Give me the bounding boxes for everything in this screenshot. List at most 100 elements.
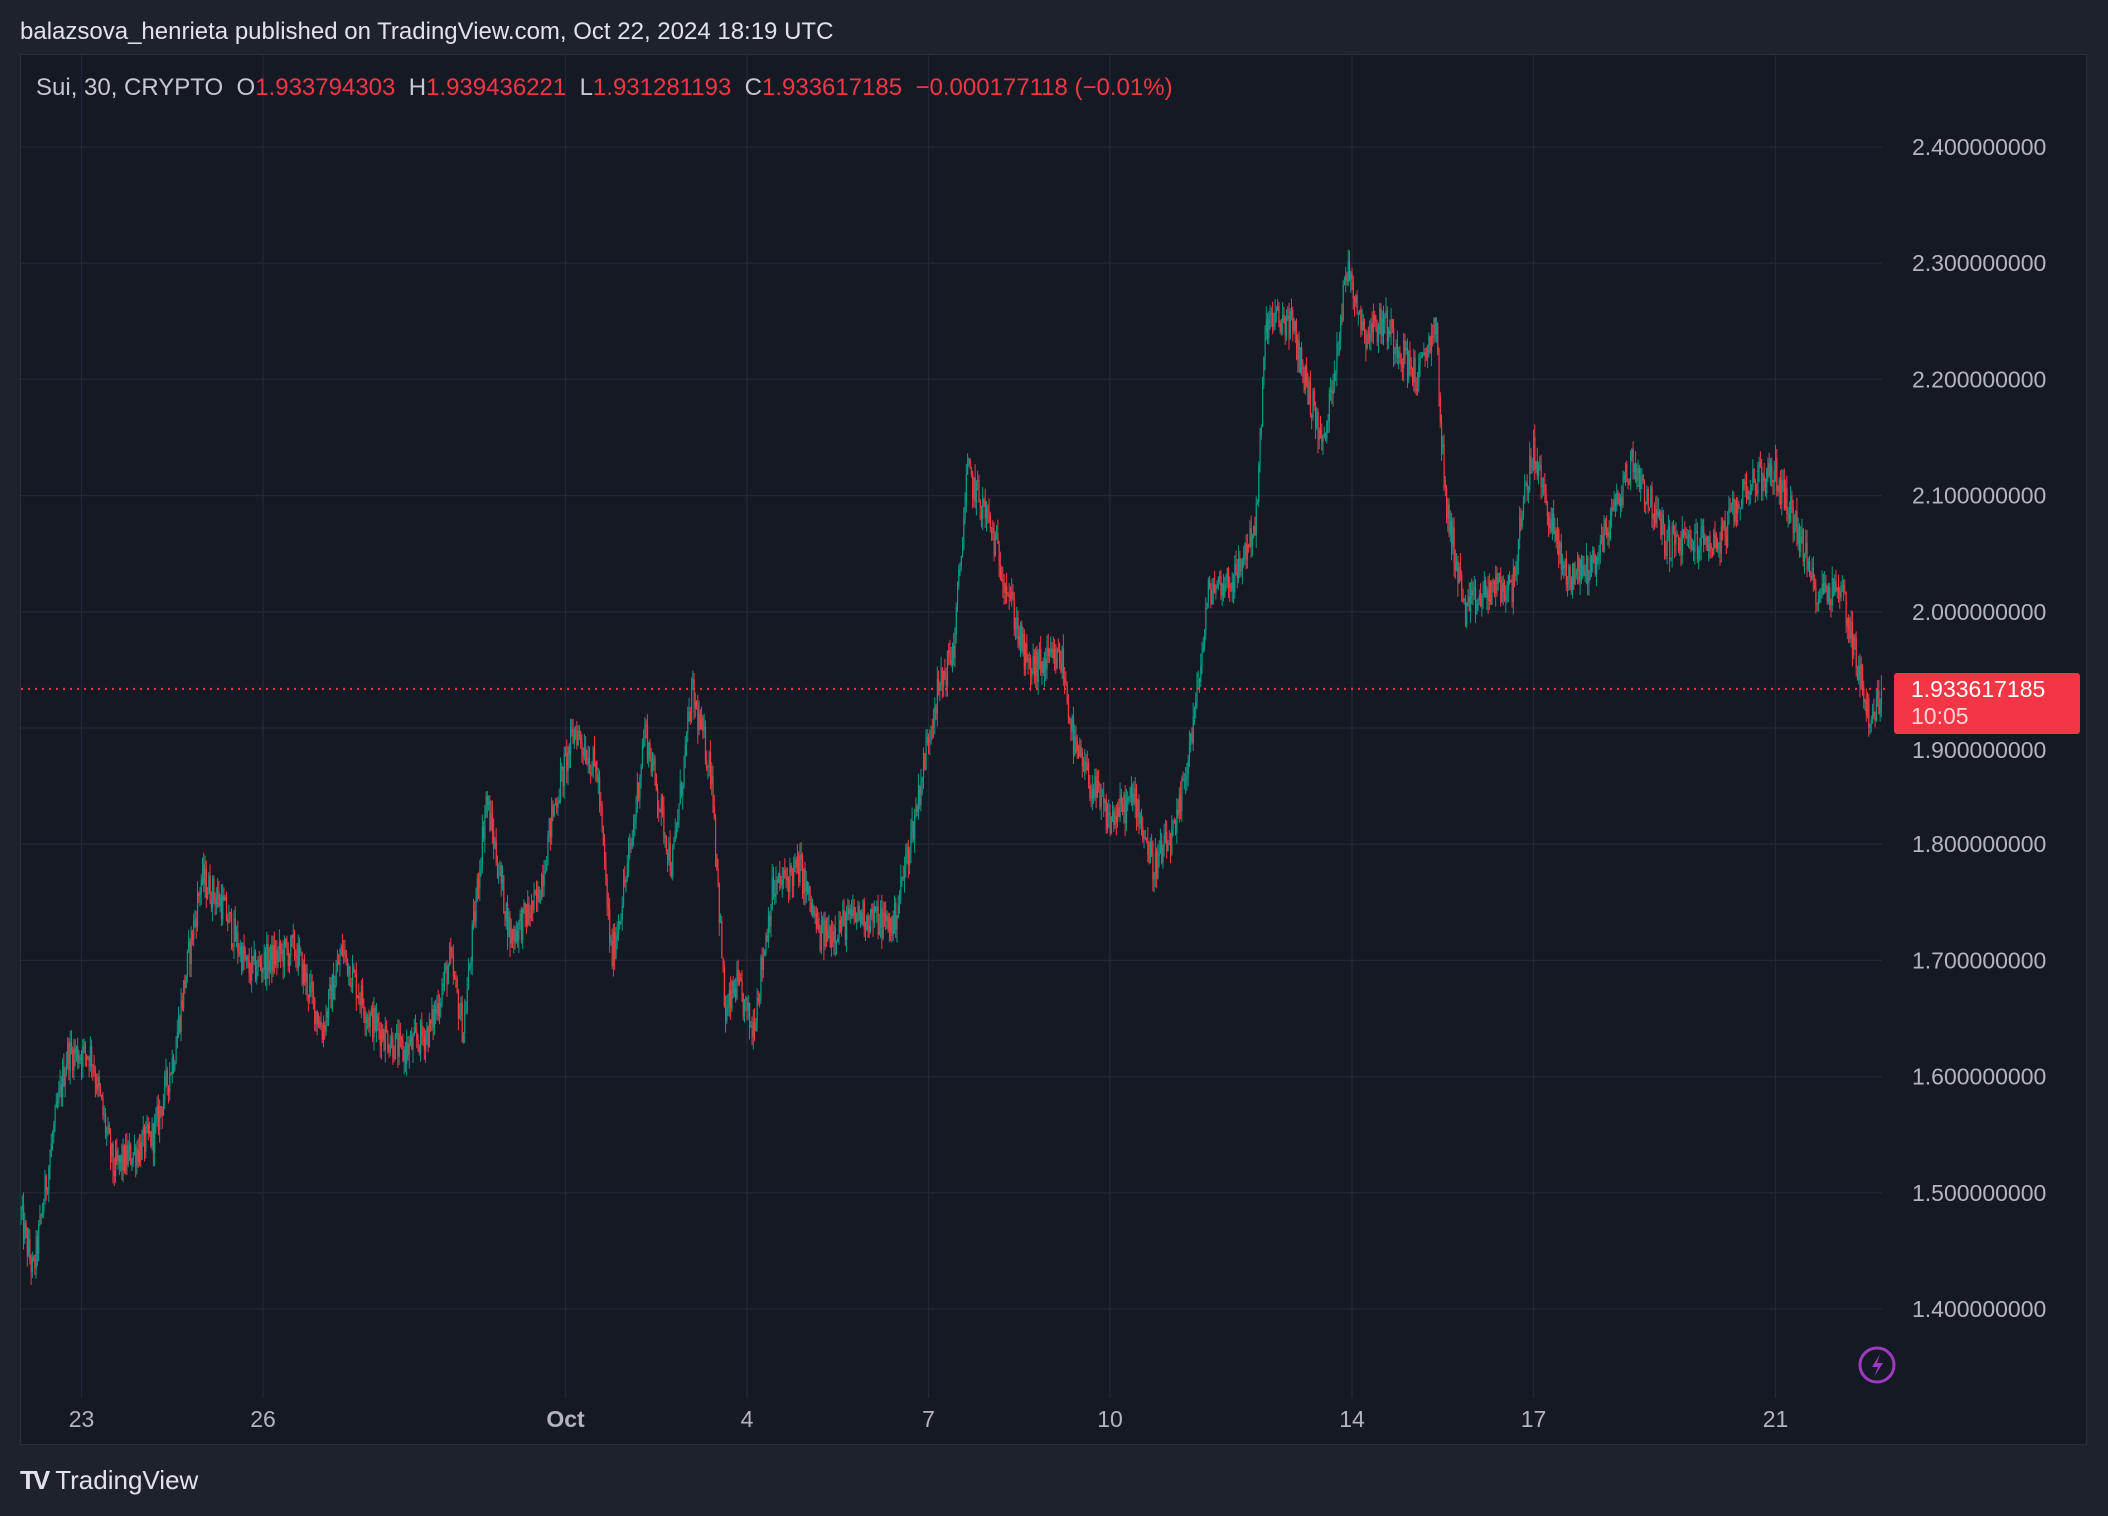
candle [1728, 496, 1730, 525]
candle [131, 1157, 133, 1172]
candle [557, 796, 559, 817]
candle-body [1415, 388, 1417, 392]
candle [795, 856, 797, 875]
candle-body [566, 752, 568, 772]
candle-body [297, 944, 299, 969]
candle [751, 1016, 753, 1046]
candle-body [862, 900, 864, 924]
candle [1723, 520, 1725, 532]
candle-body [1514, 567, 1516, 576]
candle-body [1388, 330, 1390, 342]
candle [943, 670, 945, 697]
candle [1631, 447, 1633, 462]
candle-body [1418, 363, 1420, 384]
candle-body [857, 905, 859, 913]
candle [682, 782, 684, 810]
candle [578, 725, 581, 741]
candle [1399, 345, 1401, 364]
candle [667, 849, 669, 873]
candle-body [1317, 412, 1319, 440]
candle-body [89, 1046, 92, 1067]
tradingview-brand[interactable]: TV TradingView [20, 1465, 198, 1496]
candle [1782, 469, 1784, 493]
candle [1854, 633, 1856, 650]
candle [1141, 808, 1143, 836]
candle [1166, 820, 1168, 859]
candle [678, 803, 680, 828]
candle [730, 976, 732, 1020]
candle-body [901, 877, 903, 879]
price-tick-label: 2.200000000 [1912, 366, 2046, 392]
candle-body [128, 1144, 131, 1151]
lightning-icon[interactable] [1858, 1346, 1896, 1384]
candle [775, 866, 777, 904]
candle-body [151, 1124, 153, 1146]
chart-panel[interactable] [20, 54, 2087, 1445]
candle-body [1806, 543, 1808, 570]
candle [1204, 629, 1206, 652]
price-tick-label: 2.100000000 [1912, 483, 2046, 509]
candle-body [532, 900, 534, 910]
candle-body [1468, 596, 1470, 611]
candle-body [616, 934, 618, 940]
candle [227, 913, 229, 932]
candle-body [320, 1021, 322, 1030]
candle-body [1287, 315, 1289, 320]
candle-body [872, 913, 874, 924]
candle [297, 934, 299, 976]
candle-body [1824, 583, 1826, 593]
candle [978, 474, 980, 503]
candle [1420, 351, 1423, 359]
candle-body [1236, 572, 1239, 578]
candle-body [470, 961, 472, 966]
candle-body [1360, 309, 1362, 331]
candle [1816, 602, 1818, 612]
candle [878, 913, 881, 936]
candle [1352, 275, 1354, 310]
candle-body [1763, 475, 1765, 482]
candle [838, 910, 840, 945]
candle [910, 818, 912, 864]
candle [1654, 502, 1656, 530]
candle-body [1659, 511, 1661, 519]
candle [1193, 706, 1196, 726]
candle-body [1473, 587, 1475, 589]
candle-body [1384, 315, 1386, 334]
candle [156, 1096, 158, 1127]
candle-body [1401, 366, 1404, 368]
symbol-label[interactable]: Sui, 30, CRYPTO [36, 74, 224, 101]
candle [261, 954, 263, 983]
candle [1670, 557, 1672, 562]
candle-body [323, 1025, 325, 1040]
candle [1132, 783, 1134, 812]
candle [1588, 570, 1590, 596]
candle [1641, 468, 1643, 490]
candle [479, 860, 481, 902]
candle-body [133, 1147, 136, 1153]
candle [1103, 782, 1105, 817]
candle-body [551, 806, 553, 838]
candle-body [162, 1100, 165, 1116]
candle [126, 1132, 128, 1176]
candle [1832, 577, 1835, 598]
candle [49, 1149, 51, 1180]
candle-body [856, 912, 858, 922]
candle [1059, 642, 1061, 670]
candle [20, 1206, 22, 1225]
candle [1342, 280, 1344, 323]
candle-body [543, 872, 545, 886]
candle [629, 833, 631, 860]
candle [335, 960, 337, 988]
candle-body [1623, 474, 1625, 481]
candle [321, 1023, 323, 1044]
candle [925, 729, 927, 771]
candle [154, 1113, 156, 1167]
candle [1752, 459, 1754, 491]
candle [1785, 479, 1787, 511]
candle-body [696, 701, 698, 707]
candle [1422, 351, 1424, 359]
candle-body [256, 972, 258, 980]
candle [280, 939, 282, 969]
candle-body [1596, 561, 1598, 575]
